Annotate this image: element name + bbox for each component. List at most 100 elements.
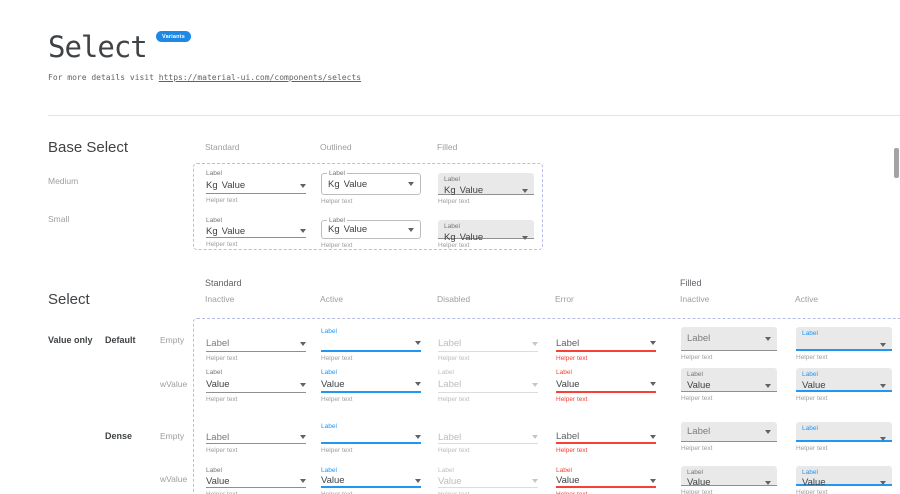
select-label: Label (444, 223, 460, 230)
select-value: Value (221, 180, 246, 191)
select-filled-inactive[interactable]: Label Helper text (681, 422, 777, 452)
select-standard-disabled[interactable]: Label Helper text (438, 327, 538, 362)
select-label: Label (321, 423, 337, 430)
select-helper-text: Helper text (321, 198, 353, 205)
select-label: Label (802, 371, 818, 378)
select-value-row: Value (321, 475, 421, 488)
chevron-down-icon (300, 382, 306, 387)
select-helper-text: Helper text (438, 198, 470, 205)
base-select-filled[interactable]: Label Kg Value Helper text (438, 216, 534, 249)
select-helper-text: Helper text (681, 354, 713, 361)
docs-link[interactable]: https://material-ui.com/components/selec… (158, 73, 362, 82)
select-value-row: Kg Value (206, 178, 306, 194)
select-value-row: Value (802, 477, 886, 488)
select-value-row: Label (438, 377, 538, 393)
select-standard-disabled[interactable]: Label Helper text (438, 422, 538, 454)
base-select-filled[interactable]: Label Kg Value Helper text (438, 169, 534, 205)
select-value: Value (687, 477, 711, 488)
select-label: Label (321, 328, 337, 335)
state-header-standard-disabled: Disabled (437, 294, 471, 304)
select-value-row (802, 433, 886, 444)
chevron-down-icon (650, 434, 656, 439)
base-select-standard[interactable]: Label Kg Value Helper text (206, 216, 306, 248)
select-label (206, 327, 306, 336)
select-standard-inactive[interactable]: Label Helper text (206, 327, 306, 362)
select-value: Value (321, 475, 345, 486)
select-label: Label (802, 330, 818, 337)
base-select-outlined[interactable]: Label Kg Value Helper text (321, 169, 421, 205)
select-filled-active[interactable]: Label Value Helper text (796, 368, 892, 402)
select-helper-text: Helper text (206, 241, 238, 248)
select-filled-active[interactable]: Label Helper text (796, 327, 892, 361)
chevron-down-icon (300, 183, 306, 188)
chevron-down-icon (765, 480, 771, 485)
select-label: Label (687, 469, 703, 476)
select-label: Label (206, 170, 222, 177)
chevron-down-icon (522, 235, 528, 240)
select-value: Value (556, 475, 580, 486)
select-standard-error[interactable]: Label Helper text (556, 422, 656, 454)
select-helper-text: Helper text (206, 197, 238, 204)
row-label-dense-wvalue: wValue (160, 474, 188, 484)
select-adornment: Kg (444, 232, 456, 243)
select-helper-text: Helper text (438, 242, 470, 249)
base-select-standard[interactable]: Label Kg Value Helper text (206, 169, 306, 204)
select-label (556, 422, 656, 431)
chevron-down-icon (415, 478, 421, 483)
select-value: Value (459, 232, 484, 243)
select-value: Value (556, 378, 580, 390)
select-filled-inactive[interactable]: Label Value Helper text (681, 466, 777, 494)
select-value: Label (438, 379, 462, 390)
select-filled-inactive[interactable]: Label Value Helper text (681, 368, 777, 402)
row-label-dense-empty: Empty (160, 431, 185, 441)
select-value-row: Label (687, 426, 771, 437)
select-standard-active[interactable]: Label Helper text (321, 422, 421, 454)
select-value-row: Value (321, 377, 421, 393)
select-standard-active[interactable]: Label Helper text (321, 327, 421, 362)
select-filled-box: Label Value (681, 368, 777, 392)
select-label: Label (802, 425, 818, 432)
select-value-row (321, 431, 421, 444)
select-standard-inactive[interactable]: Label Helper text (206, 422, 306, 454)
select-value: Value (438, 475, 462, 487)
select-value-row: Kg Value (444, 231, 528, 244)
select-helper-text: Helper text (321, 242, 353, 249)
header-divider (48, 115, 900, 116)
select-filled-box: Label Value (796, 368, 892, 392)
select-value-row: Value (438, 475, 538, 488)
group-header-filled: Filled (680, 278, 702, 288)
chevron-down-icon (532, 435, 538, 439)
select-value-row (802, 338, 886, 351)
select-label (556, 327, 656, 336)
state-header-filled-active: Active (795, 294, 819, 304)
select-label: Label (556, 467, 572, 474)
select-standard-disabled[interactable]: Label Label Helper text (438, 368, 538, 403)
select-filled-active[interactable]: Label Helper text (796, 422, 892, 452)
select-value: Label (438, 338, 462, 349)
chevron-down-icon (880, 342, 886, 347)
select-filled-active[interactable]: Label Value Helper text (796, 466, 892, 494)
select-value-row: Label (438, 336, 538, 352)
select-outlined-box: Label Kg Value (321, 170, 421, 195)
select-standard-error[interactable]: Label Helper text (556, 327, 656, 362)
chevron-down-icon (880, 383, 886, 388)
select-value: Value (802, 477, 826, 488)
select-adornment: Kg (328, 224, 340, 235)
select-label: Label (438, 369, 454, 376)
select-helper-text: Helper text (556, 355, 588, 362)
base-select-outlined[interactable]: Label Kg Value Helper text (321, 216, 421, 249)
chevron-down-icon (532, 479, 538, 483)
select-value: Value (687, 380, 711, 391)
select-helper-text: Helper text (438, 447, 470, 454)
chevron-down-icon (300, 229, 306, 233)
vertical-scrollbar-thumb[interactable] (894, 148, 899, 178)
select-value-row: Kg Value (444, 184, 528, 197)
select-filled-inactive[interactable]: Label Helper text (681, 327, 777, 361)
